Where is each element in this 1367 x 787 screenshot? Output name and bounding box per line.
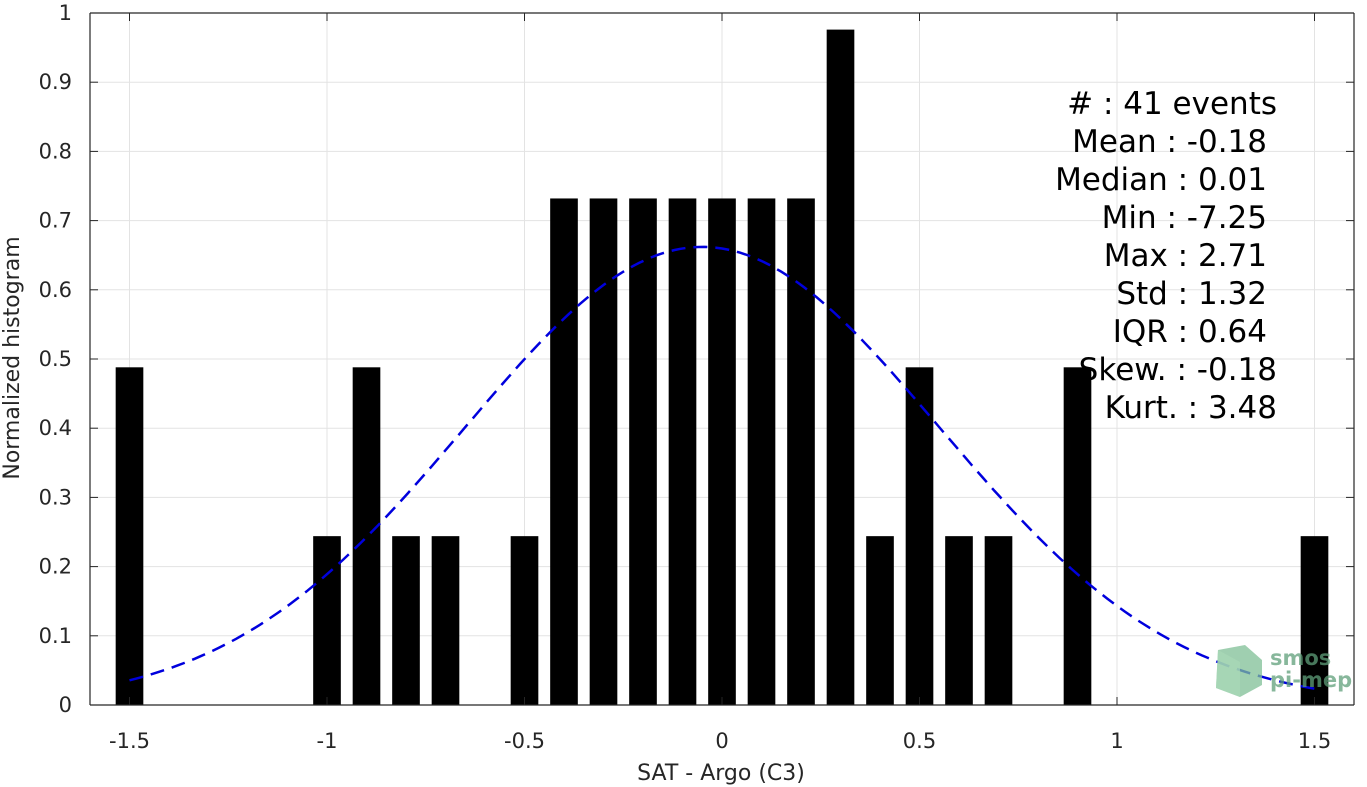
y-tick-label: 1 bbox=[59, 1, 72, 25]
stats-count: # : 41 events bbox=[1067, 86, 1277, 122]
y-tick-label: 0.9 bbox=[39, 70, 72, 94]
histogram-bar bbox=[984, 536, 1013, 705]
histogram-bar bbox=[392, 536, 420, 705]
stats-std: Std : 1.32 bbox=[1116, 276, 1267, 312]
histogram-bar bbox=[826, 29, 855, 706]
stats-iqr: IQR : 0.64 bbox=[1113, 314, 1267, 350]
histogram-bar bbox=[747, 198, 776, 705]
gaussian-fit-curve bbox=[129, 245, 1315, 690]
histogram-bar bbox=[550, 198, 578, 705]
y-tick-label: 0.6 bbox=[39, 278, 72, 302]
x-tick-label: -0.5 bbox=[504, 729, 545, 753]
y-tick-label: 0.1 bbox=[39, 624, 72, 648]
axes-frame bbox=[89, 12, 1355, 706]
histogram-bar bbox=[866, 536, 894, 705]
y-tick-label: 0.3 bbox=[39, 485, 72, 509]
stats-median: Median : 0.01 bbox=[1055, 162, 1267, 198]
histogram-bar bbox=[1300, 536, 1329, 705]
histogram-bar bbox=[945, 536, 973, 705]
y-tick-label: 0.7 bbox=[39, 209, 72, 233]
x-tick-label: 0.5 bbox=[903, 729, 936, 753]
x-tick-label: 0 bbox=[715, 729, 728, 753]
stats-max: Max : 2.71 bbox=[1104, 238, 1267, 274]
histogram-bars bbox=[115, 29, 1329, 706]
histogram-bar bbox=[905, 367, 934, 705]
y-tick-label: 0.5 bbox=[39, 347, 72, 371]
logo-cube-face-icon bbox=[1216, 650, 1240, 697]
y-tick-label: 0.4 bbox=[39, 416, 72, 440]
stats-mean: Mean : -0.18 bbox=[1072, 124, 1267, 160]
histogram-bar bbox=[708, 198, 736, 705]
stats-box: # : 41 events Mean : -0.18 Median : 0.01… bbox=[1055, 86, 1277, 426]
histogram-bar bbox=[510, 536, 539, 705]
y-tick-label: 0.2 bbox=[39, 555, 72, 579]
x-tick-label: 1.5 bbox=[1298, 729, 1331, 753]
y-tick-label: 0 bbox=[59, 693, 72, 717]
histogram-bar bbox=[313, 536, 341, 705]
histogram-bar bbox=[352, 367, 381, 705]
stats-skew: Skew. : -0.18 bbox=[1079, 352, 1277, 388]
histogram-bar bbox=[1063, 367, 1092, 705]
y-axis-label: Normalized histogram bbox=[0, 236, 25, 479]
logo-text-bottom: pi-mep bbox=[1270, 668, 1352, 692]
smos-pimep-logo: smos pi-mep bbox=[1216, 645, 1352, 697]
histogram-bar bbox=[629, 198, 657, 705]
x-tick-label: -1.5 bbox=[109, 729, 150, 753]
histogram-bar bbox=[115, 367, 144, 705]
x-axis-label: SAT - Argo (C3) bbox=[637, 761, 805, 786]
logo-text-top: smos bbox=[1270, 646, 1331, 670]
x-tick-label: -1 bbox=[317, 729, 338, 753]
histogram-bar bbox=[431, 536, 460, 705]
x-tick-label: 1 bbox=[1110, 729, 1123, 753]
stats-min: Min : -7.25 bbox=[1102, 200, 1267, 236]
histogram-bar bbox=[668, 198, 697, 705]
stats-kurt: Kurt. : 3.48 bbox=[1105, 390, 1277, 426]
y-tick-labels: 0 0.1 0.2 0.3 0.4 0.5 0.6 0.7 0.8 0.9 1 bbox=[39, 1, 72, 717]
histogram-bar bbox=[589, 198, 618, 705]
histogram-bar bbox=[787, 198, 815, 705]
x-tick-labels: -1.5 -1 -0.5 0 0.5 1 1.5 bbox=[109, 729, 1331, 753]
y-tick-label: 0.8 bbox=[39, 139, 72, 163]
